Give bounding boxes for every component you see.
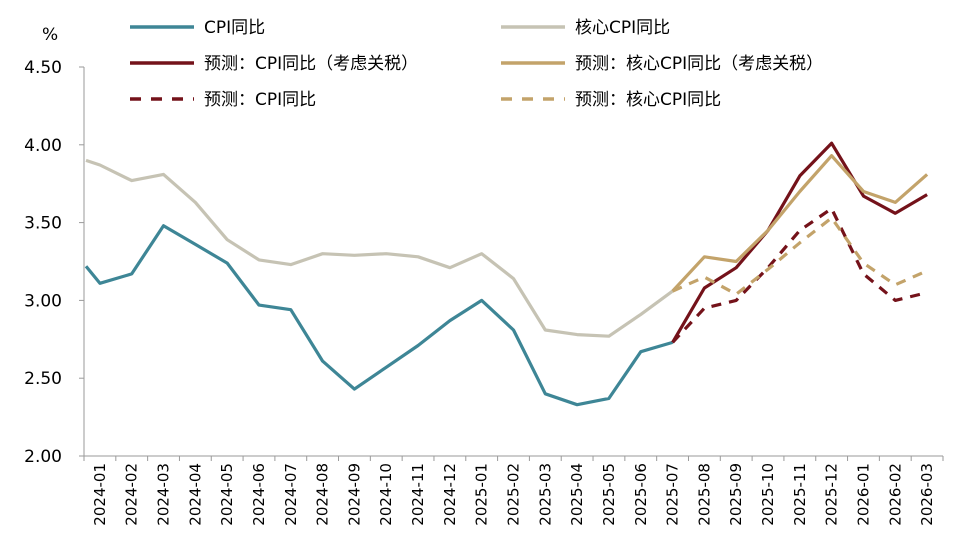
y-tick-label: 4.50: [24, 58, 62, 78]
legend-label-2: 预测：CPI同比（考虑关税）: [204, 54, 418, 74]
x-tick-label: 2024-06: [250, 463, 268, 526]
x-tick-label: 2025-04: [568, 463, 586, 526]
x-tick-label: 2024-09: [345, 463, 363, 526]
y-tick-label: 2.00: [24, 447, 62, 467]
series-line-3: [671, 154, 929, 293]
y-tick-label: 3.00: [24, 291, 62, 311]
x-tick-label: 2024-04: [186, 463, 204, 526]
legend-label-1: 核心CPI同比: [575, 18, 670, 38]
legend-label-5: 预测：核心CPI同比: [575, 90, 721, 110]
axes: [83, 67, 943, 457]
legend-label-3: 预测：核心CPI同比（考虑关税）: [575, 54, 823, 74]
y-tick-label: 2.50: [24, 369, 62, 389]
x-tick-label: 2024-10: [377, 463, 395, 526]
x-tick-label: 2025-02: [505, 463, 523, 526]
x-tick-label: 2025-03: [536, 463, 554, 526]
series-line-1: [85, 158, 674, 338]
x-tick-label: 2025-12: [823, 463, 841, 526]
y-tick-label: 4.00: [24, 136, 62, 156]
series-line-0: [84, 224, 674, 407]
x-tick-label: 2024-11: [409, 463, 427, 526]
series-layer: [84, 141, 929, 407]
legend-label-4: 预测：CPI同比: [204, 90, 316, 110]
x-tick-label: 2024-12: [441, 463, 459, 526]
x-tick-label: 2025-01: [473, 463, 491, 526]
series-line-4: [671, 207, 928, 344]
x-tick-label: 2025-10: [759, 463, 777, 526]
x-tick-label: 2025-11: [791, 463, 809, 526]
x-tick-label: 2025-08: [695, 463, 713, 526]
legend-label-0: CPI同比: [204, 18, 265, 38]
x-tick-label: 2024-03: [155, 463, 173, 526]
x-tick-label: 2026-03: [918, 463, 936, 526]
series-line-5: [671, 216, 928, 296]
x-tick-label: 2024-05: [218, 463, 236, 526]
x-tick-label: 2024-02: [123, 463, 141, 526]
y-tick-label: 3.50: [24, 214, 62, 234]
x-tick-label: 2025-06: [632, 463, 650, 526]
x-tick-label: 2025-09: [727, 463, 745, 526]
x-tick-label: 2026-02: [886, 463, 904, 526]
x-tick-label: 2026-01: [854, 463, 872, 526]
x-tick-label: 2024-07: [282, 463, 300, 526]
y-axis-ticks: 2.00 2.50 3.00 3.50 4.00 4.50: [24, 58, 84, 467]
y-axis-unit-label: %: [42, 25, 58, 45]
x-tick-label: 2024-01: [91, 463, 109, 526]
x-axis-ticks: 2024-01 2024-02 2024-03 2024-04 2024-05 2024-…: [83, 456, 944, 526]
x-tick-label: 2025-07: [664, 463, 682, 526]
x-tick-label: 2025-05: [600, 463, 618, 526]
series-line-2: [671, 141, 928, 344]
x-tick-label: 2024-08: [314, 463, 332, 526]
